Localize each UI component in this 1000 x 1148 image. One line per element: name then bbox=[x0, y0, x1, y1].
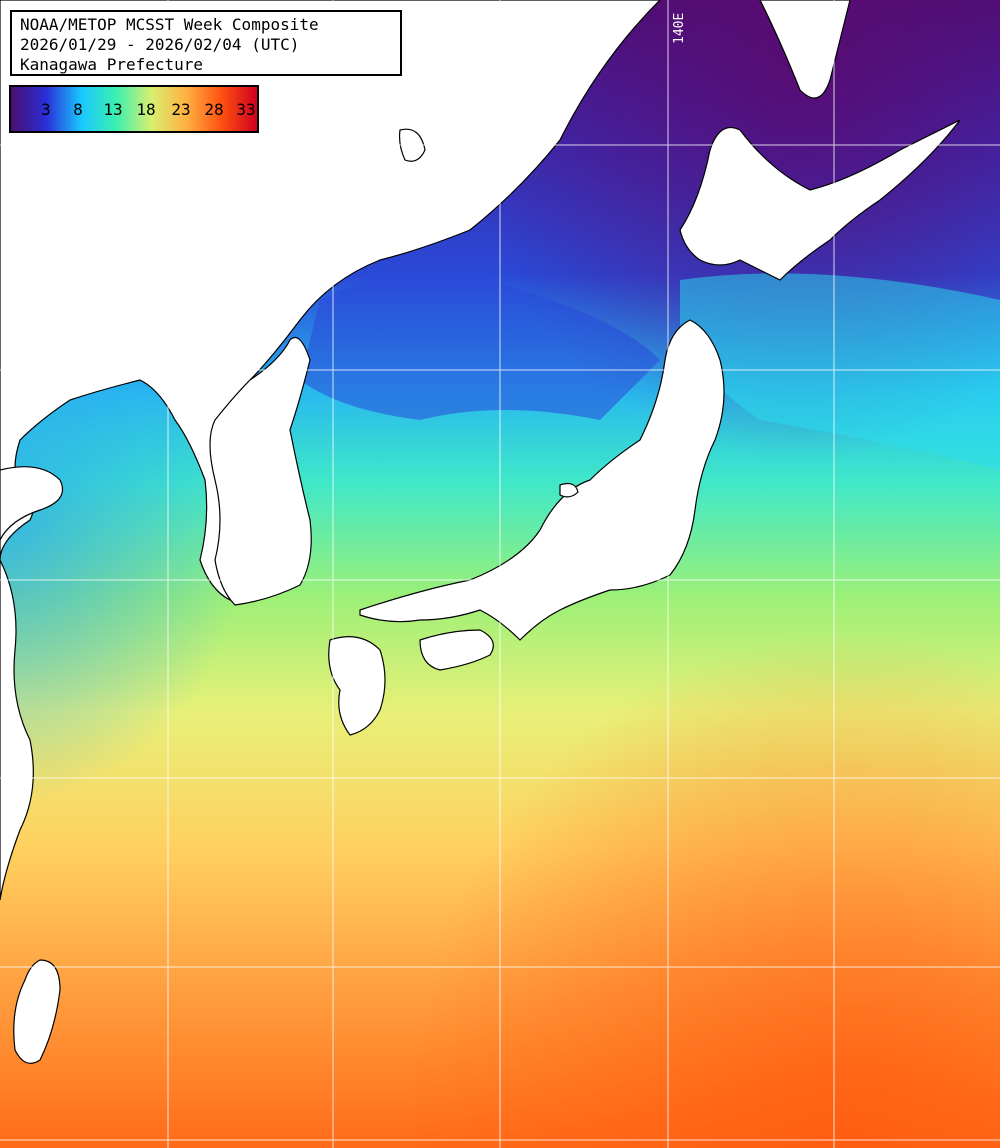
china-east-coast bbox=[0, 559, 34, 901]
legend-label-18: 18 bbox=[136, 100, 156, 119]
legend-color-bar bbox=[11, 87, 257, 131]
title-line-2: 2026/01/29 - 2026/02/04 (UTC) bbox=[20, 35, 300, 54]
honshu bbox=[359, 319, 725, 641]
legend-label-3: 3 bbox=[41, 100, 51, 119]
shandong-peninsula bbox=[0, 466, 64, 541]
land bbox=[0, 0, 961, 1064]
title-line-3: Kanagawa Prefecture bbox=[20, 55, 204, 74]
sado-island bbox=[559, 482, 579, 498]
legend-label-13: 13 bbox=[103, 100, 123, 119]
sakhalin bbox=[759, 0, 851, 99]
longitude-label: 140E bbox=[672, 12, 687, 44]
kyushu bbox=[328, 636, 386, 736]
legend-label-23: 23 bbox=[171, 100, 191, 119]
hokkaido bbox=[679, 119, 961, 281]
legend-label-28: 28 bbox=[204, 100, 224, 119]
shikoku bbox=[419, 629, 494, 671]
cyan-band bbox=[680, 273, 1000, 470]
taiwan bbox=[13, 959, 61, 1064]
korean-peninsula bbox=[209, 336, 312, 606]
title-line-1: NOAA/METOP MCSST Week Composite bbox=[20, 15, 319, 34]
latitude-label: 40N bbox=[2, 352, 26, 367]
title-box: NOAA/METOP MCSST Week Composite 2026/01/… bbox=[10, 10, 402, 76]
color-legend: 3 8 13 18 23 28 33 bbox=[9, 85, 259, 133]
legend-label-33: 33 bbox=[236, 100, 256, 119]
legend-label-8: 8 bbox=[73, 100, 83, 119]
blue-tongue-japan-sea bbox=[300, 272, 660, 420]
